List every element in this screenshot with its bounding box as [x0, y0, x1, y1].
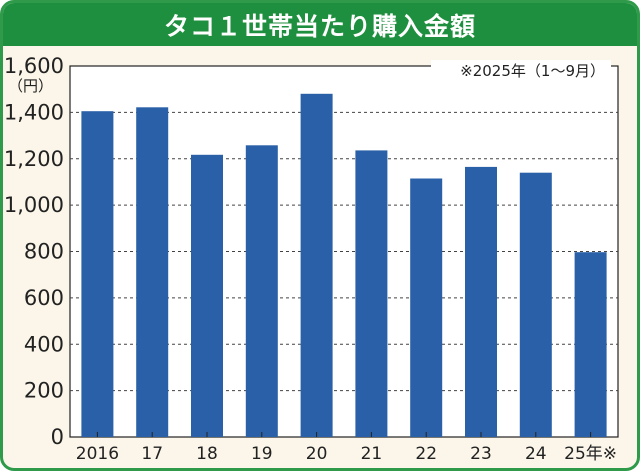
x-tick-label: 2016: [76, 444, 119, 464]
y-tick-label: 400: [24, 332, 64, 356]
bar: [81, 111, 114, 437]
y-tick-label: 600: [24, 286, 64, 310]
bar: [191, 154, 223, 438]
x-tick-label: 19: [251, 444, 273, 464]
x-tick-label: 21: [361, 444, 383, 464]
bar: [465, 166, 497, 437]
y-tick-label: 1,600: [4, 54, 64, 78]
bar: [574, 252, 607, 437]
y-tick-label: 1,200: [4, 147, 64, 171]
x-tick-label: 23: [470, 444, 492, 464]
note-background: [431, 60, 611, 80]
bar: [519, 172, 552, 437]
bar: [300, 93, 333, 438]
period-note: ※2025年（1～9月）: [460, 62, 605, 80]
x-tick-label: 24: [525, 444, 547, 464]
y-tick-label: 800: [24, 240, 64, 264]
bar: [410, 178, 443, 437]
y-axis-unit-label: （円）: [8, 77, 53, 95]
y-tick-label: 200: [24, 379, 64, 403]
x-tick-label: 17: [141, 444, 163, 464]
y-tick-label: 0: [51, 425, 64, 449]
chart-title: タコ１世帯当たり購入金額: [3, 3, 637, 46]
x-tick-label: 20: [306, 444, 328, 464]
y-tick-label: 1,000: [4, 193, 64, 217]
bar: [136, 107, 169, 438]
x-tick-label: 25年※: [564, 444, 617, 464]
x-tick-label: 22: [415, 444, 437, 464]
bar: [355, 150, 388, 437]
bar: [245, 145, 278, 438]
y-tick-label: 1,400: [4, 100, 64, 124]
x-tick-label: 18: [196, 444, 218, 464]
